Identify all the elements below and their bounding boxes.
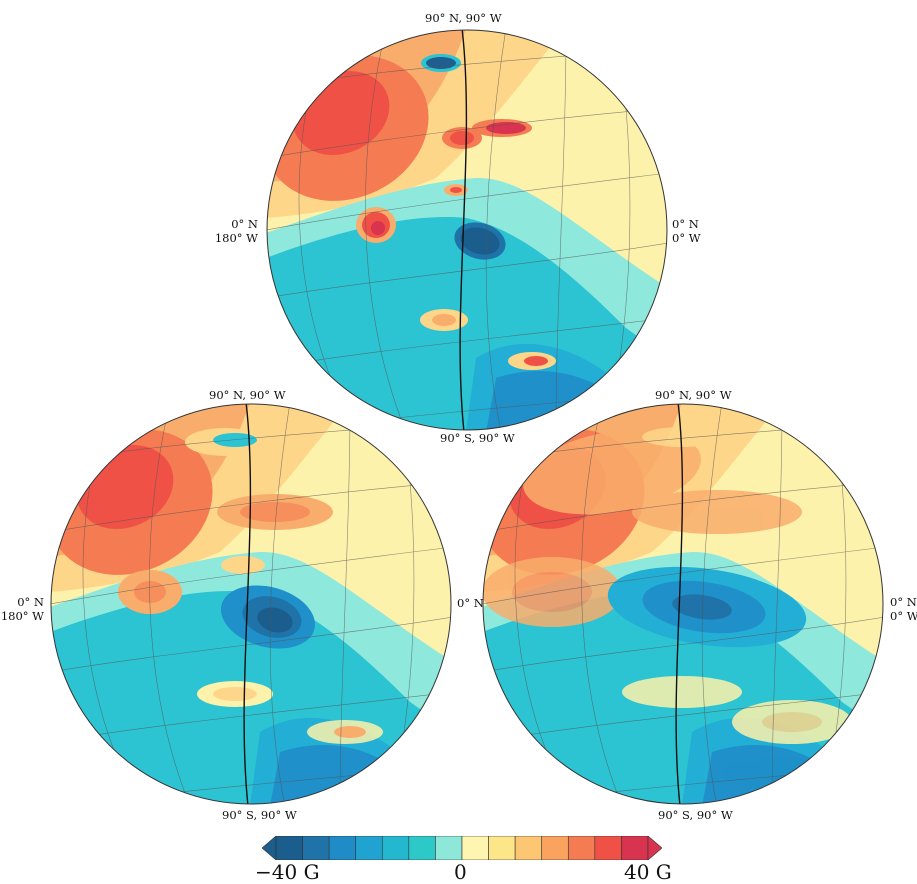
- patch-south-yellow: [197, 681, 273, 707]
- colorbar-segment: [594, 836, 622, 860]
- colorbar-segment: [355, 836, 383, 860]
- right-south-pole-label: 90° S, 90° W: [658, 808, 733, 822]
- patch-north-mixed: [185, 428, 265, 456]
- colorbar-segment: [435, 836, 463, 860]
- colorbar-segment: [541, 836, 569, 860]
- colorbar-segment: [302, 836, 330, 860]
- left-left-lon-label: 180° W: [0, 609, 44, 623]
- patch-left-red: [356, 207, 396, 243]
- top-right-lat-label: 0° N: [672, 217, 699, 231]
- colorbar-max-label: 40 G: [624, 860, 672, 884]
- patch-center-yellow: [221, 556, 265, 574]
- patch-north-scatter: [523, 427, 802, 534]
- top-north-pole-label: 90° N, 90° W: [425, 11, 502, 25]
- colorbar-segment: [488, 836, 516, 860]
- colorbar-left-extend: [262, 836, 277, 860]
- colorbar-segment: [461, 836, 489, 860]
- patch-small-red: [444, 184, 468, 196]
- left-right-lat-label: 0° N: [457, 596, 484, 610]
- patch-dark-blue: [454, 222, 506, 260]
- patch-center-blue: [607, 566, 807, 648]
- left-south-pole-label: 90° S, 90° W: [222, 808, 297, 822]
- patch-south-yellow: [420, 309, 468, 331]
- left-north-pole-label: 90° N, 90° W: [209, 388, 286, 402]
- patch-north-blue: [421, 54, 461, 72]
- patch-south-right: [307, 720, 383, 744]
- colorbar-segment: [514, 836, 543, 860]
- top-left-lon-label: 180° W: [214, 231, 258, 245]
- colorbar-segment: [328, 836, 357, 860]
- colorbar: [262, 836, 662, 860]
- colorbar-mid-label: 0: [454, 860, 467, 884]
- right-north-pole-label: 90° N, 90° W: [655, 388, 732, 402]
- patch-south-red: [508, 352, 556, 370]
- colorbar-min-label: −40 G: [255, 860, 320, 884]
- left-left-lat-label: 0° N: [17, 595, 44, 609]
- colorbar-segment: [381, 836, 410, 860]
- patch-red-upper: [442, 119, 532, 149]
- colorbar-right-extend: [647, 836, 662, 860]
- right-right-lon-label: 0° W: [890, 609, 917, 623]
- top-sphere-map: [266, 29, 668, 431]
- top-south-pole-label: 90° S, 90° W: [440, 431, 515, 445]
- colorbar-segment: [275, 836, 303, 860]
- colorbar-segment: [567, 836, 596, 860]
- patch-dark-blue: [220, 585, 316, 649]
- top-left-lat-label: 0° N: [231, 217, 258, 231]
- right-right-lat-label: 0° N: [890, 595, 917, 609]
- colorbar-segment: [408, 836, 436, 860]
- top-right-lon-label: 0° W: [672, 231, 701, 245]
- bottom-left-sphere-map: [50, 403, 452, 805]
- colorbar-segment: [621, 836, 649, 860]
- bottom-right-sphere-map: [482, 403, 884, 805]
- patch-orange-band: [217, 494, 333, 530]
